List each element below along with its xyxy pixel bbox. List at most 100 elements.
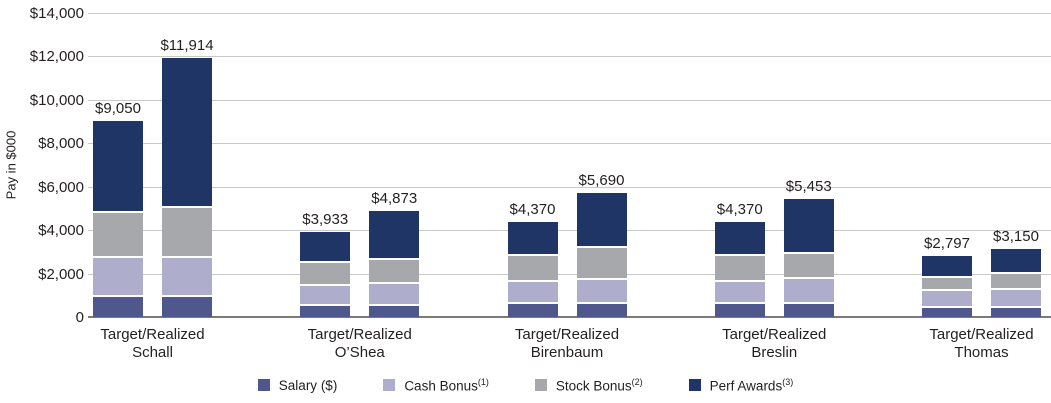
total-label-thomas-realized: $3,150 [993, 227, 1039, 245]
gridline-4000 [88, 230, 1051, 231]
gridline-8000 [88, 143, 1051, 144]
bar-birenbaum-target [507, 0, 558, 317]
segment-salary---- [93, 297, 143, 317]
segment-perf-awards [714, 222, 765, 255]
segment-cash-bonus [922, 290, 972, 307]
segment-stock-bonus [93, 212, 143, 257]
bar-thomas-realized [991, 0, 1041, 317]
bar-oshea-target [300, 0, 351, 317]
segment-salary---- [783, 303, 834, 317]
y-tick-label-8000: $8,000 [38, 135, 84, 152]
legend-swatch [534, 379, 547, 392]
legend-swatch [257, 379, 270, 392]
segment-perf-awards [93, 120, 143, 211]
legend-swatch [383, 379, 396, 392]
bar-oshea-realized [369, 0, 420, 317]
segment-cash-bonus [991, 289, 1041, 307]
total-label-schall-realized: $11,914 [160, 37, 214, 55]
segment-cash-bonus [783, 278, 834, 302]
x-label-name: Breslin [751, 344, 798, 361]
legend-swatch [688, 379, 701, 392]
legend-label: Salary ($) [278, 377, 338, 393]
segment-perf-awards [576, 193, 627, 247]
segment-cash-bonus [300, 286, 351, 304]
segment-perf-awards [369, 211, 420, 259]
x-label-name: Schall [132, 344, 173, 361]
segment-salary---- [162, 297, 212, 317]
gridline-6000 [88, 187, 1051, 188]
legend-label: Stock Bonus(2) [555, 377, 643, 394]
segment-stock-bonus [714, 256, 765, 281]
segment-cash-bonus [507, 282, 558, 302]
x-label-name: Thomas [954, 344, 1009, 361]
y-tick-label-6000: $6,000 [38, 179, 84, 196]
segment-cash-bonus [93, 258, 143, 296]
total-label-breslin-target: $4,370 [716, 201, 763, 219]
segment-salary---- [369, 305, 420, 317]
segment-stock-bonus [991, 274, 1041, 288]
segment-cash-bonus [714, 282, 765, 302]
bar-thomas-target [922, 0, 972, 317]
y-tick-label-10000: $10,000 [29, 92, 84, 109]
legend-label: Cash Bonus(1) [404, 377, 489, 394]
segment-cash-bonus [162, 258, 212, 296]
legend-item-cash-bonus: Cash Bonus(1) [383, 377, 489, 394]
bar-breslin-realized [783, 0, 834, 317]
total-label-breslin-realized: $5,453 [785, 177, 832, 195]
segment-salary---- [922, 308, 972, 317]
total-label-oshea-realized: $4,873 [371, 190, 418, 208]
segment-salary---- [991, 308, 1041, 317]
bar-breslin-target [714, 0, 765, 317]
x-axis-baseline [88, 316, 1051, 318]
segment-perf-awards [783, 198, 834, 252]
x-axis-label-thomas: Target/Realized Thomas [897, 326, 1051, 362]
legend-item-stock-bonus: Stock Bonus(2) [534, 377, 643, 394]
x-label-name: Birenbaum [530, 344, 604, 361]
total-label-schall-target: $9,050 [95, 99, 141, 117]
y-tick-label-14000: $14,000 [29, 5, 84, 22]
segment-stock-bonus [162, 208, 212, 257]
legend-item-perf-awards: Perf Awards(3) [688, 377, 794, 394]
gridline-2000 [88, 274, 1051, 275]
total-label-birenbaum-realized: $5,690 [578, 172, 625, 190]
x-label-kind: Target/Realized [929, 326, 1034, 343]
x-axis-label-breslin: Target/Realized Breslin [689, 326, 859, 362]
x-label-kind: Target/Realized [722, 326, 827, 343]
x-label-name: O’Shea [334, 344, 385, 361]
x-axis-label-oshea: Target/Realized O’Shea [275, 326, 445, 362]
x-label-kind: Target/Realized [100, 326, 205, 343]
segment-salary---- [300, 305, 351, 317]
x-axis-label-birenbaum: Target/Realized Birenbaum [482, 326, 652, 362]
x-label-kind: Target/Realized [514, 326, 620, 343]
y-tick-label-0: 0 [75, 309, 84, 326]
gridline-10000 [88, 100, 1051, 101]
segment-stock-bonus [576, 248, 627, 278]
legend-label: Perf Awards(3) [709, 377, 794, 394]
gridline-14000 [88, 13, 1051, 14]
segment-perf-awards [922, 256, 972, 276]
segment-perf-awards [300, 231, 351, 261]
bar-schall-target [93, 0, 143, 317]
segment-salary---- [576, 303, 627, 317]
legend-item-salary----: Salary ($) [257, 377, 338, 393]
gridline-12000 [88, 56, 1051, 57]
total-label-birenbaum-target: $4,370 [509, 201, 556, 219]
segment-perf-awards [507, 222, 558, 255]
segment-stock-bonus [507, 256, 558, 281]
x-label-kind: Target/Realized [307, 326, 412, 343]
segment-salary---- [714, 303, 765, 317]
segment-perf-awards [162, 58, 212, 207]
bar-birenbaum-realized [576, 0, 627, 317]
segment-cash-bonus [576, 279, 627, 302]
segment-stock-bonus [369, 260, 420, 283]
legend: Salary ($) Cash Bonus(1) Stock Bonus(2) Per… [0, 377, 1051, 394]
segment-perf-awards [991, 248, 1041, 273]
bar-schall-realized [162, 0, 212, 317]
x-axis-label-schall: Target/Realized Schall [68, 326, 238, 362]
total-label-thomas-target: $2,797 [924, 235, 970, 253]
total-label-oshea-target: $3,933 [302, 210, 349, 228]
segment-stock-bonus [783, 253, 834, 277]
y-tick-label-12000: $12,000 [29, 48, 84, 65]
y-tick-label-2000: $2,000 [38, 266, 84, 283]
